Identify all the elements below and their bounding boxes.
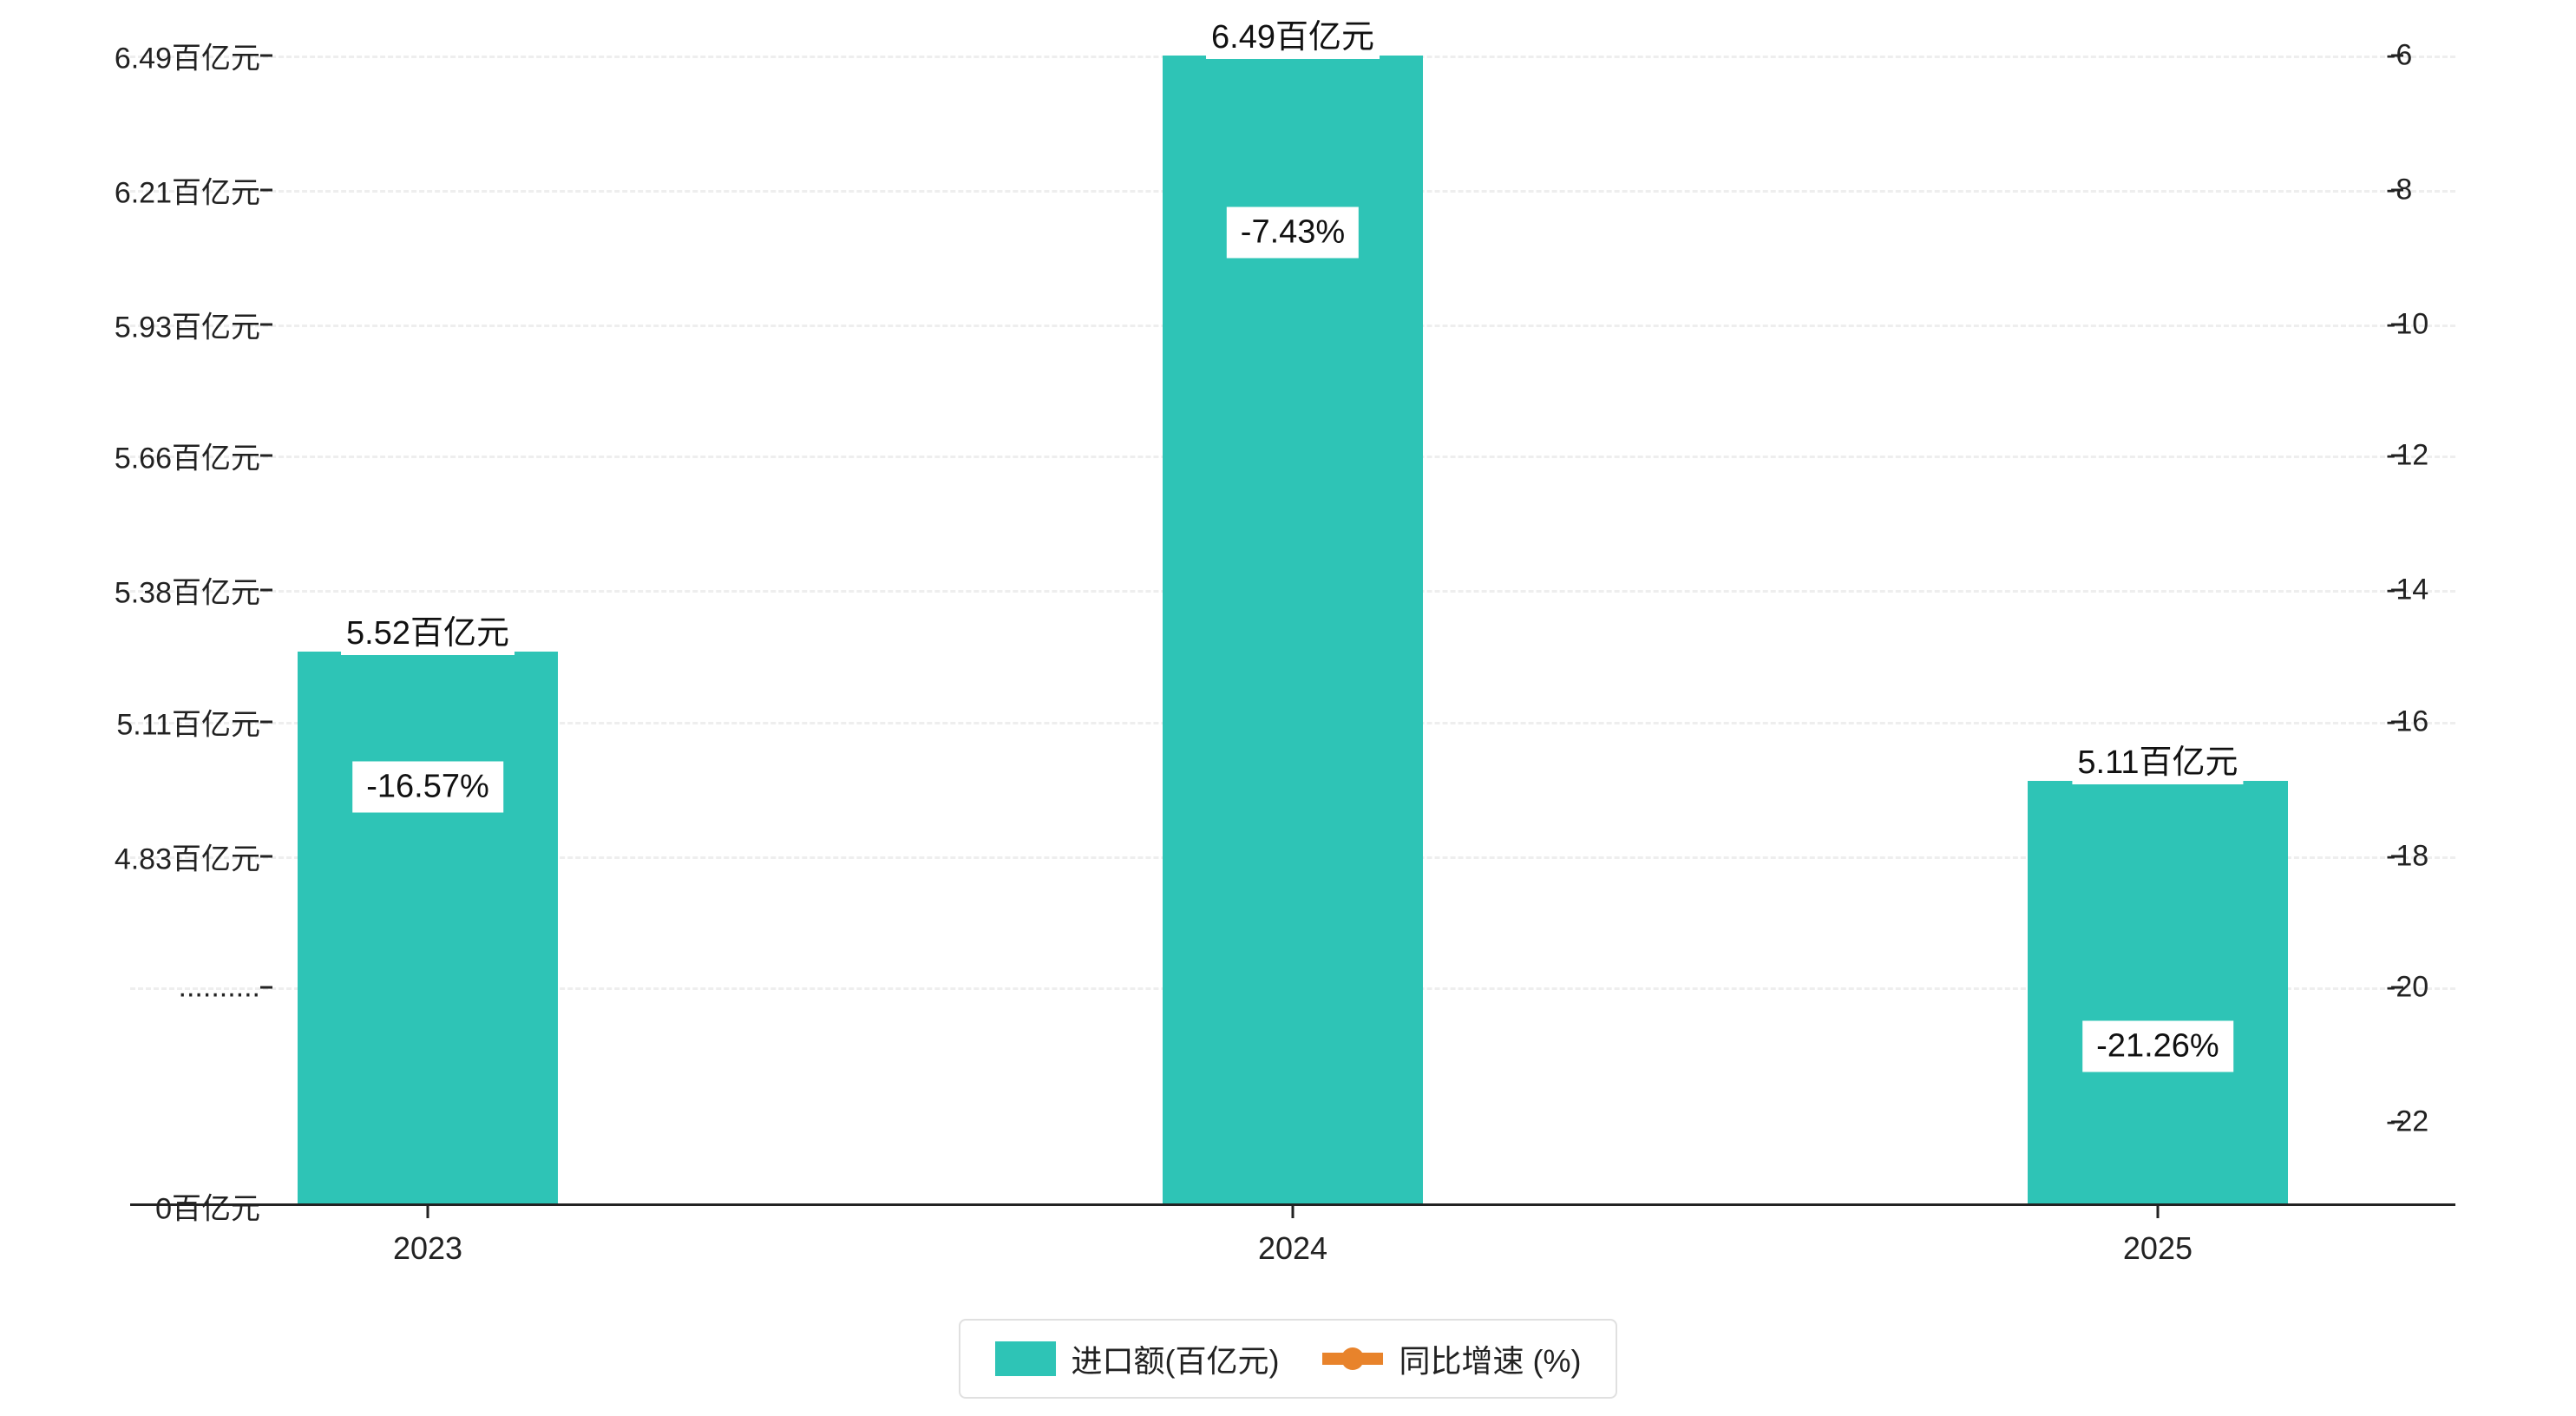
chart-container: 6.49百亿元 6.21百亿元 5.93百亿元 5.66百亿元 5.38百亿元 …: [0, 0, 2576, 1416]
pct-label-2023: -16.57%: [352, 762, 503, 813]
x-axis-tick: [1292, 1206, 1295, 1218]
legend-label-bar: 进口额(百亿元): [1072, 1336, 1280, 1381]
legend-swatch-line-icon: [1322, 1353, 1383, 1365]
legend-item-bar[interactable]: 进口额(百亿元): [995, 1336, 1280, 1381]
legend-swatch-bar-icon: [995, 1341, 1056, 1376]
x-axis-label-2024: 2024: [1258, 1230, 1327, 1267]
x-axis-tick: [2156, 1206, 2159, 1218]
x-axis-label-2025: 2025: [2123, 1230, 2193, 1267]
x-axis-label-2023: 2023: [393, 1230, 462, 1267]
plot-area: 6.49百亿元 6.21百亿元 5.93百亿元 5.66百亿元 5.38百亿元 …: [130, 26, 2455, 1206]
x-axis-tick: [427, 1206, 429, 1218]
legend-item-line[interactable]: 同比增速 (%): [1322, 1336, 1581, 1381]
pct-label-2025: -21.26%: [2082, 1021, 2233, 1072]
chart-legend: 进口额(百亿元) 同比增速 (%): [959, 1319, 1618, 1399]
legend-label-line: 同比增速 (%): [1399, 1336, 1581, 1381]
pct-label-2024: -7.43%: [1227, 207, 1359, 259]
